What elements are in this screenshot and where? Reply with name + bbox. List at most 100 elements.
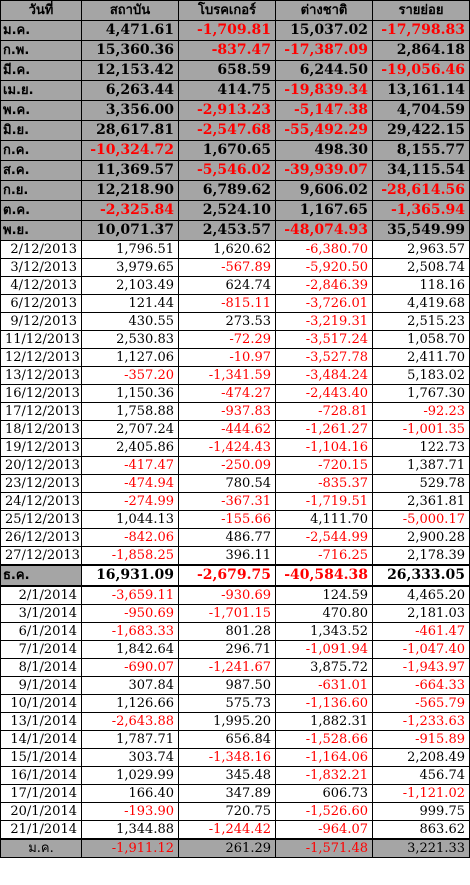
date-cell[interactable]: 24/12/2013 bbox=[0, 492, 82, 511]
date-cell[interactable]: 17/1/2014 bbox=[0, 784, 82, 803]
foreign-value-cell[interactable]: -1,091.94 bbox=[275, 640, 373, 659]
retail-value-cell[interactable]: 2,963.57 bbox=[372, 240, 470, 259]
institution-value-cell[interactable]: 4,471.61 bbox=[81, 20, 179, 41]
date-cell[interactable]: 23/12/2013 bbox=[0, 474, 82, 493]
date-cell[interactable]: 7/1/2014 bbox=[0, 640, 82, 659]
date-cell[interactable]: 10/1/2014 bbox=[0, 694, 82, 713]
institution-value-cell[interactable]: 1,344.88 bbox=[81, 820, 179, 840]
date-cell[interactable]: 15/1/2014 bbox=[0, 748, 82, 767]
broker-value-cell[interactable]: 296.71 bbox=[178, 640, 276, 659]
foreign-value-cell[interactable]: -3,219.31 bbox=[275, 312, 373, 331]
broker-value-cell[interactable]: -155.66 bbox=[178, 510, 276, 529]
foreign-value-cell[interactable]: -835.37 bbox=[275, 474, 373, 493]
foreign-value-cell[interactable]: -1,261.27 bbox=[275, 420, 373, 439]
institution-value-cell[interactable]: -690.07 bbox=[81, 658, 179, 677]
broker-value-cell[interactable]: 1,620.62 bbox=[178, 240, 276, 259]
header-institution[interactable]: สถาบัน bbox=[81, 0, 179, 21]
foreign-value-cell[interactable]: -1,832.21 bbox=[275, 766, 373, 785]
institution-value-cell[interactable]: 1,126.66 bbox=[81, 694, 179, 713]
month-label-cell[interactable]: ม.ค. bbox=[0, 20, 82, 41]
date-cell[interactable]: 9/1/2014 bbox=[0, 676, 82, 695]
foreign-value-cell[interactable]: 124.59 bbox=[275, 585, 373, 605]
foreign-value-cell[interactable]: -39,939.07 bbox=[275, 160, 373, 181]
broker-value-cell[interactable]: -250.09 bbox=[178, 456, 276, 475]
institution-value-cell[interactable]: 307.84 bbox=[81, 676, 179, 695]
broker-value-cell[interactable]: 720.75 bbox=[178, 802, 276, 821]
broker-value-cell[interactable]: 414.75 bbox=[178, 80, 276, 101]
broker-value-cell[interactable]: 656.84 bbox=[178, 730, 276, 749]
foreign-value-cell[interactable]: 9,606.02 bbox=[275, 180, 373, 201]
broker-value-cell[interactable]: -930.69 bbox=[178, 585, 276, 605]
retail-value-cell[interactable]: -5,000.17 bbox=[372, 510, 470, 529]
date-cell[interactable]: 19/12/2013 bbox=[0, 438, 82, 457]
foreign-value-cell[interactable]: 606.73 bbox=[275, 784, 373, 803]
date-cell[interactable]: 3/12/2013 bbox=[0, 258, 82, 277]
institution-value-cell[interactable]: 2,405.86 bbox=[81, 438, 179, 457]
broker-value-cell[interactable]: 6,789.62 bbox=[178, 180, 276, 201]
header-foreign[interactable]: ต่างชาติ bbox=[275, 0, 373, 21]
retail-value-cell[interactable]: -1,365.94 bbox=[372, 200, 470, 221]
institution-value-cell[interactable]: -10,324.72 bbox=[81, 140, 179, 161]
month-label-cell[interactable]: มิ.ย. bbox=[0, 120, 82, 141]
foreign-value-cell[interactable]: -3,484.24 bbox=[275, 366, 373, 385]
month-label-cell[interactable]: ก.พ. bbox=[0, 40, 82, 61]
institution-value-cell[interactable]: -474.94 bbox=[81, 474, 179, 493]
date-cell[interactable]: 16/12/2013 bbox=[0, 384, 82, 403]
broker-value-cell[interactable]: 486.77 bbox=[178, 528, 276, 547]
broker-value-cell[interactable]: 575.73 bbox=[178, 694, 276, 713]
retail-value-cell[interactable]: -664.33 bbox=[372, 676, 470, 695]
institution-value-cell[interactable]: 1,029.99 bbox=[81, 766, 179, 785]
foreign-value-cell[interactable]: -6,380.70 bbox=[275, 240, 373, 259]
date-cell[interactable]: 20/1/2014 bbox=[0, 802, 82, 821]
institution-value-cell[interactable]: -417.47 bbox=[81, 456, 179, 475]
retail-value-cell[interactable]: -461.47 bbox=[372, 622, 470, 641]
retail-value-cell[interactable]: 1,767.30 bbox=[372, 384, 470, 403]
broker-value-cell[interactable]: -474.27 bbox=[178, 384, 276, 403]
foreign-value-cell[interactable]: -5,920.50 bbox=[275, 258, 373, 277]
institution-value-cell[interactable]: 166.40 bbox=[81, 784, 179, 803]
retail-value-cell[interactable]: 4,419.68 bbox=[372, 294, 470, 313]
retail-value-cell[interactable]: 2,900.28 bbox=[372, 528, 470, 547]
month-label-cell[interactable]: ก.ย. bbox=[0, 180, 82, 201]
date-cell[interactable]: 9/12/2013 bbox=[0, 312, 82, 331]
broker-value-cell[interactable]: -2,913.23 bbox=[178, 100, 276, 121]
foreign-value-cell[interactable]: -48,074.93 bbox=[275, 220, 373, 241]
institution-value-cell[interactable]: 303.74 bbox=[81, 748, 179, 767]
foreign-value-cell[interactable]: 4,111.70 bbox=[275, 510, 373, 529]
date-cell[interactable]: 18/12/2013 bbox=[0, 420, 82, 439]
foreign-value-cell[interactable]: -1,571.48 bbox=[275, 838, 373, 858]
institution-value-cell[interactable]: -2,643.88 bbox=[81, 712, 179, 731]
retail-value-cell[interactable]: -28,614.56 bbox=[372, 180, 470, 201]
institution-value-cell[interactable]: 11,369.57 bbox=[81, 160, 179, 181]
date-cell[interactable]: 6/12/2013 bbox=[0, 294, 82, 313]
retail-value-cell[interactable]: 13,161.14 bbox=[372, 80, 470, 101]
retail-value-cell[interactable]: 529.78 bbox=[372, 474, 470, 493]
broker-value-cell[interactable]: -1,701.15 bbox=[178, 604, 276, 623]
institution-value-cell[interactable]: 1,758.88 bbox=[81, 402, 179, 421]
broker-value-cell[interactable]: -1,241.67 bbox=[178, 658, 276, 677]
date-cell[interactable]: 20/12/2013 bbox=[0, 456, 82, 475]
broker-value-cell[interactable]: -72.29 bbox=[178, 330, 276, 349]
retail-value-cell[interactable]: 122.73 bbox=[372, 438, 470, 457]
foreign-value-cell[interactable]: -2,846.39 bbox=[275, 276, 373, 295]
date-cell[interactable]: 11/12/2013 bbox=[0, 330, 82, 349]
foreign-value-cell[interactable]: -1,528.66 bbox=[275, 730, 373, 749]
month-label-cell[interactable]: พ.ย. bbox=[0, 220, 82, 241]
date-cell[interactable]: 13/12/2013 bbox=[0, 366, 82, 385]
broker-value-cell[interactable]: -2,679.75 bbox=[178, 564, 276, 587]
foreign-value-cell[interactable]: -19,839.34 bbox=[275, 80, 373, 101]
foreign-value-cell[interactable]: -5,147.38 bbox=[275, 100, 373, 121]
foreign-value-cell[interactable]: -1,136.60 bbox=[275, 694, 373, 713]
retail-value-cell[interactable]: 2,178.39 bbox=[372, 546, 470, 566]
institution-value-cell[interactable]: -950.69 bbox=[81, 604, 179, 623]
date-cell[interactable]: 6/1/2014 bbox=[0, 622, 82, 641]
institution-value-cell[interactable]: -1,683.33 bbox=[81, 622, 179, 641]
institution-value-cell[interactable]: 3,356.00 bbox=[81, 100, 179, 121]
foreign-value-cell[interactable]: 3,875.72 bbox=[275, 658, 373, 677]
foreign-value-cell[interactable]: 15,037.02 bbox=[275, 20, 373, 41]
institution-value-cell[interactable]: 12,153.42 bbox=[81, 60, 179, 81]
date-cell[interactable]: 2/12/2013 bbox=[0, 240, 82, 259]
retail-value-cell[interactable]: 118.16 bbox=[372, 276, 470, 295]
retail-value-cell[interactable]: 863.62 bbox=[372, 820, 470, 840]
foreign-value-cell[interactable]: -2,443.40 bbox=[275, 384, 373, 403]
